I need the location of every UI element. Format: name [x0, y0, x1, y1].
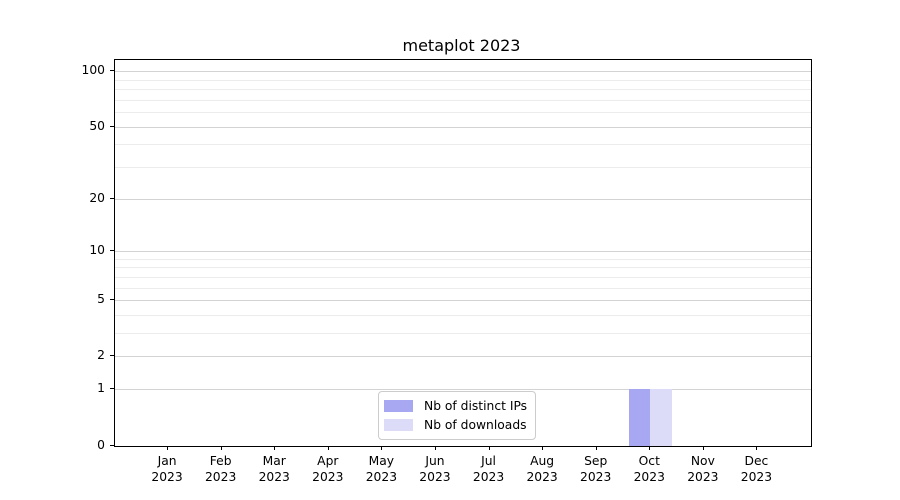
- gridline-major: [114, 126, 811, 128]
- legend: Nb of distinct IPs Nb of downloads: [378, 391, 537, 440]
- y-tick-mark: [109, 250, 114, 252]
- y-tick-label: 100: [81, 63, 105, 78]
- y-tick-mark: [109, 355, 114, 357]
- gridline-minor: [114, 258, 811, 260]
- x-tick-label: Nov 2023: [687, 453, 719, 485]
- y-tick-mark: [109, 388, 114, 390]
- x-tick-mark: [381, 445, 383, 450]
- x-tick-mark: [434, 445, 436, 450]
- x-tick-label: Mar 2023: [258, 453, 290, 485]
- x-tick-label: Oct 2023: [633, 453, 665, 485]
- gridline-major: [114, 71, 811, 73]
- x-tick-mark: [220, 445, 222, 450]
- gridline-major: [114, 389, 811, 391]
- bar-downloads: [650, 389, 672, 446]
- gridline-minor: [114, 276, 811, 278]
- gridline-minor: [114, 315, 811, 317]
- gridline-major: [114, 251, 811, 253]
- x-tick-label: Jun 2023: [419, 453, 451, 485]
- gridline-minor: [114, 79, 811, 81]
- plot-area: [113, 59, 812, 447]
- legend-swatch: [384, 399, 413, 412]
- y-tick-mark: [109, 70, 114, 72]
- gridline-minor: [114, 267, 811, 269]
- x-tick-label: Dec 2023: [740, 453, 773, 485]
- y-tick-mark: [109, 125, 114, 127]
- legend-item-label: Nb of downloads: [424, 417, 527, 432]
- x-tick-label: Feb 2023: [204, 453, 237, 485]
- bar-distinct-ips: [628, 389, 651, 446]
- x-tick-mark: [649, 445, 651, 450]
- gridline-minor: [114, 99, 811, 101]
- x-tick-label: Jul 2023: [472, 453, 505, 485]
- x-tick-mark: [167, 445, 169, 450]
- y-tick-label: 50: [89, 118, 105, 133]
- gridline-minor: [114, 89, 811, 91]
- x-tick-mark: [488, 445, 490, 450]
- chart-title: metaplot 2023: [402, 36, 521, 55]
- legend-item-label: Nb of distinct IPs: [424, 398, 528, 413]
- x-tick-mark: [756, 445, 758, 450]
- gridline-minor: [114, 112, 811, 114]
- gridline-minor: [114, 167, 811, 169]
- x-tick-label: Apr 2023: [312, 453, 344, 485]
- x-tick-mark: [274, 445, 276, 450]
- y-tick-label: 20: [89, 190, 105, 205]
- gridline-minor: [114, 333, 811, 335]
- y-tick-label: 1: [97, 381, 105, 396]
- y-tick-label: 10: [89, 243, 105, 258]
- y-tick-mark: [109, 197, 114, 199]
- y-tick-label: 5: [97, 292, 105, 307]
- legend-item: Nb of downloads: [384, 415, 527, 434]
- y-tick-label: 2: [97, 348, 105, 363]
- x-tick-mark: [595, 445, 597, 450]
- legend-swatch: [384, 418, 413, 431]
- x-tick-mark: [702, 445, 704, 450]
- gridline-major: [114, 300, 811, 302]
- x-tick-label: May 2023: [365, 453, 398, 485]
- legend-item: Nb of distinct IPs: [384, 396, 527, 415]
- x-tick-label: Sep 2023: [580, 453, 612, 485]
- x-tick-mark: [327, 445, 329, 450]
- gridline-major: [114, 198, 811, 200]
- x-tick-label: Jan 2023: [151, 453, 183, 485]
- gridline-minor: [114, 287, 811, 289]
- y-tick-mark: [109, 444, 114, 446]
- gridline-minor: [114, 144, 811, 146]
- x-tick-label: Aug 2023: [526, 453, 558, 485]
- x-tick-mark: [542, 445, 544, 450]
- y-tick-mark: [109, 299, 114, 301]
- y-tick-label: 0: [97, 437, 105, 452]
- gridline-major: [114, 356, 811, 358]
